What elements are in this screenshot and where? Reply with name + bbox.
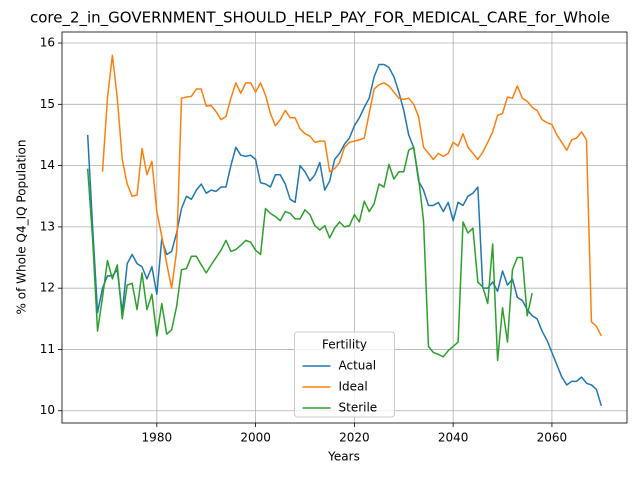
legend-label: Sterile — [339, 401, 378, 415]
x-tick-label: 2000 — [240, 431, 271, 445]
y-tick-label: 11 — [40, 342, 55, 356]
y-tick-label: 14 — [40, 158, 55, 172]
y-tick-label: 10 — [40, 403, 55, 417]
plot-frame — [61, 31, 628, 424]
x-tick-label: 2040 — [438, 431, 469, 445]
series-line — [86, 63, 603, 407]
y-tick-label: 12 — [40, 281, 55, 295]
y-tick-label: 15 — [40, 97, 55, 111]
y-tick-label: 13 — [40, 219, 55, 233]
y-axis-label: % of Whole Q4_IQ Population — [15, 140, 29, 315]
chart-title: core_2_in_GOVERNMENT_SHOULD_HELP_PAY_FOR… — [30, 9, 610, 28]
y-tick-label: 16 — [40, 36, 55, 50]
series-line — [101, 54, 602, 337]
x-tick-label: 1980 — [142, 431, 173, 445]
legend-label: Actual — [339, 359, 377, 373]
legend-box — [294, 331, 395, 418]
x-tick-label: 2060 — [537, 431, 568, 445]
legend-label: Ideal — [339, 380, 368, 394]
legend: Fertility Actual Ideal Sterile — [294, 331, 395, 418]
series-line — [86, 146, 533, 362]
x-tick-label: 2020 — [339, 431, 370, 445]
legend-title: Fertility — [322, 338, 367, 352]
x-axis-label: Years — [327, 450, 360, 464]
